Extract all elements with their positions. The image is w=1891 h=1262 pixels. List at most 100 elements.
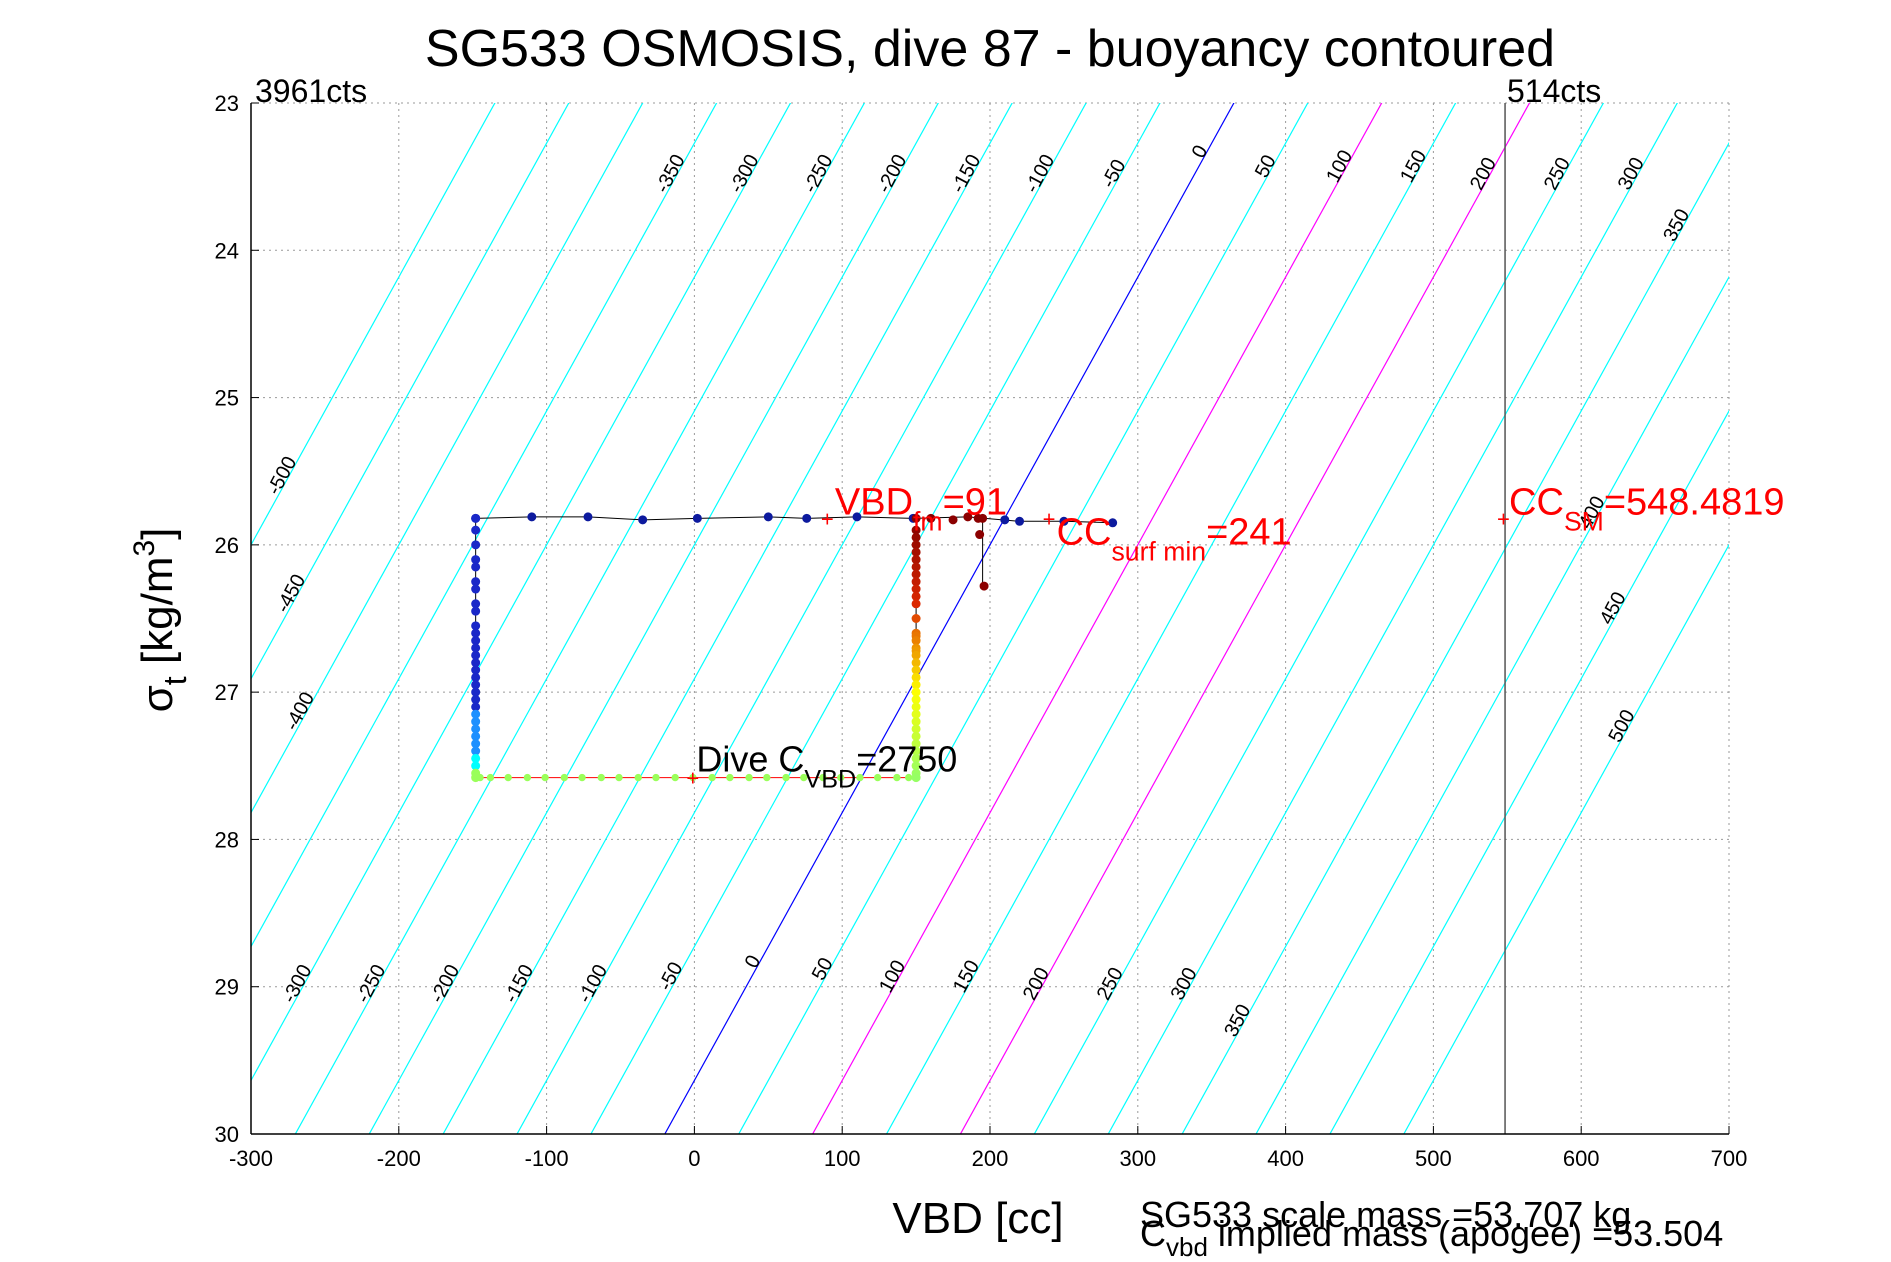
annotation-dive-cvbd-main: Dive C [696,739,804,780]
grid-lines [250,102,1730,1135]
descent-point [471,650,481,660]
ascent-point [911,680,921,690]
footer-implied-mass-c: C [1140,1213,1166,1254]
contour-line [251,103,496,547]
descent-point [471,731,481,741]
y-tick-label: 28 [215,827,239,852]
contour-line [294,103,866,1134]
ascent-point [911,540,921,550]
apogee-point [486,773,495,782]
x-tick-label: -300 [229,1146,273,1171]
x-tick-label: 300 [1119,1146,1156,1171]
contour-line [251,103,718,948]
apogee-point [476,773,484,782]
descent-point [471,739,481,749]
y-axis-label-close: ] [133,528,182,540]
surface-track-point [1108,518,1118,528]
corner-label-left: 3961cts [255,73,367,109]
descent-point [471,513,481,523]
apogee-point [578,773,586,782]
descent-point [471,636,481,646]
apogee-point [873,773,882,782]
surface-tail-point [975,530,985,540]
annotation-dive-cvbd-marker: + [686,766,699,791]
annotation-cc-surf-min-value: =241 [1206,511,1292,553]
apogee-point [541,773,549,782]
x-tick-label: 700 [1711,1146,1748,1171]
contour-line [1403,543,1729,1134]
annotation-vbd-fm-marker: + [821,506,834,531]
footer-implied-mass-sub: vbd [1166,1232,1208,1262]
ascent-point [911,577,921,587]
contour-line [516,103,1087,1134]
ascent-point [911,569,921,579]
surface-track-point [763,512,773,522]
contour-line [251,103,644,814]
buoyancy-contours [251,103,1729,1134]
y-axis-label: σt [kg/m3] [128,528,193,713]
contour-line [251,103,792,1082]
surface-track-point [692,513,702,523]
apogee-point [708,773,716,782]
descent-point [471,753,481,763]
descent-point [471,709,481,719]
apogee-point [819,773,827,782]
contour-line [1033,103,1605,1134]
descent-point [471,525,481,535]
annotation-vbd-fm-main: VBD [835,481,913,523]
annotations: + VBDfm=91 + CCsurf min=241 + CCSM=548.4819+D… [686,481,1784,793]
ascent-point [911,547,921,557]
x-tick-label: 100 [824,1146,861,1171]
y-tick-label: 30 [215,1122,239,1147]
surface-track-point [963,512,973,522]
x-tick-labels: -300 -200 -100 0 100 200 300 400 500 600 700 [229,1146,1747,1171]
descent-point [471,746,481,756]
descent-point [471,621,481,631]
ascent-point [911,724,921,734]
annotation-vbd-fm-value: =91 [943,481,1007,523]
x-tick-label: -200 [377,1146,421,1171]
x-tick-label: -100 [525,1146,569,1171]
descent-point [471,695,481,705]
apogee-point [745,773,753,782]
annotation-dive-cvbd-value: =2750 [856,739,957,780]
apogee-point [523,773,532,782]
descent-point [471,680,481,690]
annotation-cc-sm-main: CC [1509,481,1564,523]
contour-line [811,103,1383,1134]
y-tick-label: 23 [215,91,239,116]
surface-tail-point [979,581,989,591]
y-tick-labels: 23 24 25 26 27 28 29 30 [215,91,239,1147]
ascent-point [911,773,921,783]
y-tick-label: 26 [215,533,239,558]
descent-point [471,658,481,668]
descent-point [471,702,481,712]
annotation-cc-surf-min-sub: surf min [1111,536,1206,566]
apogee-point [763,773,771,782]
apogee-point [560,773,569,782]
surface-track-point [1059,516,1069,526]
x-tick-label: 0 [688,1146,700,1171]
surface-tail-point [978,513,988,523]
y-tick-label: 24 [215,238,239,263]
ascent-point [911,584,921,594]
x-axis-label: VBD [cc] [892,1194,1063,1243]
descent-point [471,672,481,682]
x-tick-label: 200 [972,1146,1009,1171]
contour-line [442,103,1013,1134]
x-tick-label: 400 [1267,1146,1304,1171]
ascent-point [911,591,921,601]
x-tick-label: 600 [1563,1146,1600,1171]
surface-track-point [852,512,862,522]
ascent-point [911,555,921,565]
annotation-dive-cvbd-sub: VBD [804,766,856,794]
ascent-point [911,672,921,682]
ascent-point [911,636,921,646]
ascent-point [911,709,921,719]
descent-point [471,665,481,675]
descent-point [471,584,481,594]
descent-point [471,761,481,771]
annotation-vbd-fm: VBDfm=91 [835,481,1007,536]
